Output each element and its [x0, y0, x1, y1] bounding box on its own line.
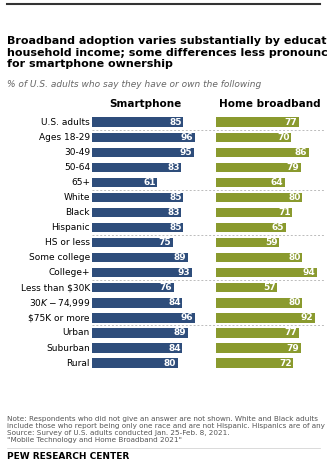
Text: Home broadband: Home broadband: [219, 99, 320, 109]
Bar: [216, 283, 277, 293]
Text: Some college: Some college: [29, 253, 90, 262]
Bar: [216, 223, 286, 232]
Text: 95: 95: [180, 148, 193, 157]
Bar: [216, 328, 299, 338]
Text: 30-49: 30-49: [64, 148, 90, 157]
Text: $30K-$74,999: $30K-$74,999: [29, 297, 90, 309]
Text: 84: 84: [168, 344, 181, 352]
Text: 79: 79: [287, 163, 300, 172]
Text: 76: 76: [159, 283, 172, 292]
Text: 59: 59: [265, 238, 278, 247]
Text: 80: 80: [288, 298, 301, 307]
Bar: [92, 268, 192, 277]
Bar: [216, 313, 315, 323]
Bar: [92, 283, 174, 293]
Bar: [216, 238, 280, 247]
Text: 80: 80: [164, 359, 176, 368]
Bar: [216, 163, 301, 172]
Text: Urban: Urban: [63, 328, 90, 338]
Text: College+: College+: [48, 268, 90, 277]
Bar: [92, 358, 178, 368]
Bar: [216, 208, 292, 217]
Text: 85: 85: [169, 118, 182, 126]
Bar: [216, 148, 309, 157]
Text: 92: 92: [301, 313, 314, 322]
Text: 80: 80: [288, 253, 301, 262]
Bar: [216, 118, 299, 127]
Text: 83: 83: [167, 208, 180, 217]
Text: PEW RESEARCH CENTER: PEW RESEARCH CENTER: [7, 452, 129, 461]
Text: 77: 77: [284, 328, 297, 338]
Bar: [216, 193, 302, 202]
Text: 64: 64: [271, 178, 283, 187]
Text: Smartphone: Smartphone: [110, 99, 182, 109]
Text: 70: 70: [277, 133, 290, 142]
Text: 86: 86: [295, 148, 307, 157]
Text: HS or less: HS or less: [45, 238, 90, 247]
Bar: [92, 313, 195, 323]
Bar: [216, 253, 302, 263]
Text: 61: 61: [143, 178, 156, 187]
Text: 65: 65: [272, 223, 284, 232]
Text: 89: 89: [173, 253, 186, 262]
Bar: [92, 118, 183, 127]
Bar: [92, 208, 181, 217]
Bar: [216, 268, 317, 277]
Bar: [216, 358, 294, 368]
Text: 75: 75: [158, 238, 171, 247]
Text: 57: 57: [263, 283, 276, 292]
Text: 72: 72: [279, 359, 292, 368]
Text: 85: 85: [169, 193, 182, 202]
Text: Note: Respondents who did not give an answer are not shown. White and Black adul: Note: Respondents who did not give an an…: [7, 416, 327, 443]
Text: 65+: 65+: [71, 178, 90, 187]
Text: 93: 93: [178, 268, 190, 277]
Text: 96: 96: [181, 313, 194, 322]
Text: Suburban: Suburban: [46, 344, 90, 352]
Text: White: White: [63, 193, 90, 202]
Text: 85: 85: [169, 223, 182, 232]
Bar: [216, 132, 291, 142]
Bar: [92, 132, 195, 142]
Text: 80: 80: [288, 193, 301, 202]
Text: 94: 94: [303, 268, 316, 277]
Text: 77: 77: [284, 118, 297, 126]
Bar: [216, 344, 301, 353]
Text: 84: 84: [168, 298, 181, 307]
Text: 79: 79: [287, 344, 300, 352]
Bar: [216, 178, 285, 187]
Text: Ages 18-29: Ages 18-29: [39, 133, 90, 142]
Bar: [92, 163, 181, 172]
Text: Black: Black: [65, 208, 90, 217]
Text: Broadband adoption varies substantially by education,
household income; some dif: Broadband adoption varies substantially …: [7, 36, 327, 69]
Text: 96: 96: [181, 133, 194, 142]
Text: $75K or more: $75K or more: [28, 313, 90, 322]
Text: Hispanic: Hispanic: [51, 223, 90, 232]
Text: Less than $30K: Less than $30K: [21, 283, 90, 292]
Bar: [92, 253, 188, 263]
Text: Rural: Rural: [66, 359, 90, 368]
Text: 89: 89: [173, 328, 186, 338]
Bar: [92, 223, 183, 232]
Bar: [92, 148, 194, 157]
Bar: [92, 193, 183, 202]
Bar: [92, 238, 173, 247]
Bar: [92, 298, 182, 307]
Text: 50-64: 50-64: [64, 163, 90, 172]
Bar: [92, 328, 188, 338]
Text: 83: 83: [167, 163, 180, 172]
Bar: [216, 298, 302, 307]
Text: % of U.S. adults who say they have or own the following: % of U.S. adults who say they have or ow…: [7, 81, 261, 89]
Bar: [92, 344, 182, 353]
Bar: [92, 178, 157, 187]
Text: 71: 71: [278, 208, 291, 217]
Text: U.S. adults: U.S. adults: [41, 118, 90, 126]
